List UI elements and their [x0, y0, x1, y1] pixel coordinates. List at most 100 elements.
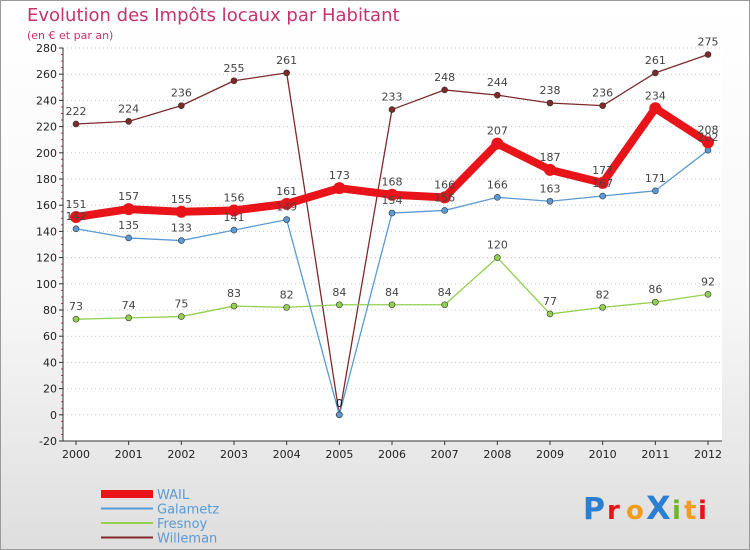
data-label-wail: 208: [698, 123, 719, 136]
y-tick-label: 260: [36, 68, 57, 81]
logo-letter: i: [672, 496, 681, 526]
point-fresnoy: [599, 304, 606, 311]
data-label-galametz: 142: [66, 210, 87, 223]
point-galametz: [125, 234, 132, 242]
data-label-wail: 156: [224, 191, 245, 204]
logo-letter: o: [626, 496, 644, 526]
data-label-wail: 173: [329, 169, 350, 182]
data-label-wail: 161: [276, 185, 297, 198]
data-label-wail: 177: [592, 164, 613, 177]
y-tick-labels: -20 0 20 40 60 80 100 120 140 160 180 200 220 240 260 2…: [36, 42, 57, 448]
point-fresnoy: [336, 301, 343, 309]
point-willeman: [72, 120, 80, 128]
point-fresnoy: [652, 298, 659, 306]
data-label-wail: 151: [66, 198, 87, 211]
point-willeman: [652, 69, 659, 77]
logo-letter: i: [698, 496, 707, 526]
point-fresnoy: [441, 301, 448, 309]
data-label-willeman: 236: [171, 87, 192, 100]
data-label-fresnoy: 74: [122, 299, 136, 312]
point-galametz: [283, 216, 290, 223]
data-label-wail: 187: [540, 151, 561, 164]
data-label-fresnoy: 75: [174, 298, 188, 311]
plot-area: [63, 48, 722, 441]
point-galametz: [230, 226, 238, 234]
x-tick-label: 2007: [431, 448, 459, 461]
point-galametz: [388, 209, 396, 217]
point-willeman: [388, 106, 396, 113]
data-label-galametz: 149: [276, 201, 297, 214]
data-label-willeman: 233: [382, 91, 403, 104]
y-tick-label: 180: [36, 173, 57, 186]
point-wail: [122, 203, 135, 216]
point-wail: [228, 204, 240, 217]
y-tick-label: 60: [43, 330, 57, 343]
y-tick-label: 0: [50, 409, 57, 422]
point-wail: [70, 210, 82, 223]
data-label-fresnoy: 84: [332, 286, 346, 299]
point-willeman: [441, 86, 448, 94]
y-tick-label: 280: [36, 42, 57, 55]
point-willeman: [599, 102, 606, 109]
x-tick-label: 2001: [115, 448, 143, 461]
point-willeman: [125, 118, 132, 125]
data-label-willeman: 248: [434, 71, 455, 84]
x-tick-label: 2010: [589, 448, 617, 461]
point-galametz: [494, 194, 501, 201]
point-fresnoy: [704, 290, 712, 298]
data-label-fresnoy: 86: [648, 283, 662, 296]
x-tick-labels: 2000 2001 2002 2003 2004 2005 2006 2007 2008 2009…: [62, 448, 722, 461]
point-willeman: [494, 91, 501, 99]
data-label-willeman: 236: [592, 87, 613, 100]
point-galametz: [178, 237, 185, 244]
grid-lines: [63, 47, 722, 442]
point-wail: [386, 188, 398, 201]
logo-letter: X: [646, 489, 671, 527]
point-galametz: [72, 225, 80, 233]
y-tick-label: 80: [43, 304, 57, 317]
y-tick-label: 220: [36, 121, 57, 134]
data-label-zero: 0: [336, 397, 343, 410]
y-tick-label: 120: [36, 252, 57, 265]
chart-title: Evolution des Impôts locaux par Habitant: [27, 5, 400, 26]
point-wail: [702, 136, 714, 149]
data-label-fresnoy: 77: [543, 295, 557, 308]
y-tick-label: 240: [36, 94, 57, 107]
logo-letter: r: [607, 496, 620, 526]
data-label-galametz: 133: [171, 222, 192, 235]
point-wail: [175, 205, 188, 218]
y-tick-label: -20: [39, 435, 57, 448]
point-fresnoy: [546, 310, 554, 318]
legend-label-wail: WAIL: [157, 488, 190, 503]
logo-letter: P: [583, 492, 605, 527]
point-wail: [438, 191, 451, 204]
data-label-willeman: 261: [645, 54, 666, 67]
data-label-fresnoy: 82: [280, 288, 294, 301]
data-label-galametz: 156: [434, 191, 455, 204]
point-wail: [649, 102, 662, 115]
point-wail: [280, 197, 293, 210]
point-willeman: [546, 99, 554, 107]
data-label-galametz: 163: [540, 182, 561, 195]
axes: [59, 47, 722, 445]
data-label-willeman: 244: [487, 76, 508, 89]
point-fresnoy: [283, 304, 290, 311]
point-fresnoy: [494, 254, 501, 261]
data-label-wail: 234: [645, 89, 666, 102]
x-tick-label: 2003: [220, 448, 248, 461]
point-fresnoy: [388, 301, 396, 309]
data-label-fresnoy: 82: [596, 288, 610, 301]
data-label-fresnoy: 83: [227, 287, 241, 300]
chart-subtitle: (en € et par an): [27, 29, 114, 42]
data-labels: 151 157 155 156 161 173 168 166 207 187 177 234 208 1…: [66, 36, 719, 410]
series-lines: [70, 51, 714, 419]
data-label-galametz: 154: [382, 194, 403, 207]
point-wail: [491, 137, 504, 150]
data-label-fresnoy: 84: [438, 286, 452, 299]
data-label-fresnoy: 92: [701, 275, 715, 288]
point-galametz: [599, 192, 606, 200]
data-label-wail: 157: [118, 190, 139, 203]
point-willeman: [178, 102, 185, 109]
point-galametz: [441, 207, 448, 214]
